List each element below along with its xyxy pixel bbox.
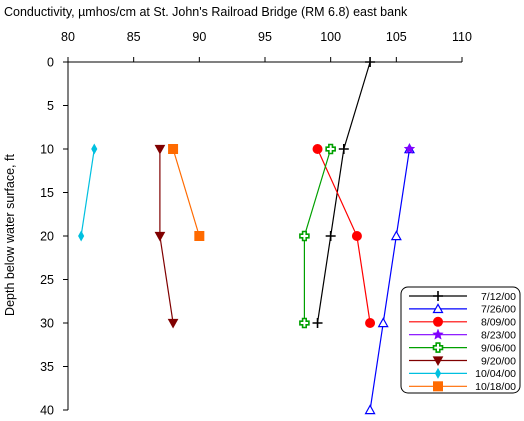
x-tick-label: 95 [258, 30, 272, 44]
x-tick-label: 80 [61, 30, 75, 44]
series-line [369, 148, 411, 411]
legend-label: 10/18/00 [475, 381, 516, 393]
data-point [154, 231, 166, 242]
y-tick-label: 25 [40, 273, 54, 287]
data-point [390, 230, 402, 241]
data-point [167, 318, 179, 329]
legend-marker [434, 367, 442, 379]
legend-item: 10/18/00 [409, 381, 516, 393]
data-point [364, 404, 376, 415]
series-line [172, 148, 200, 237]
y-tick-label: 15 [40, 186, 54, 200]
legend-label: 9/06/00 [481, 342, 516, 354]
x-tick-label: 85 [127, 30, 141, 44]
chart-legend: 7/12/007/26/008/09/008/23/009/06/009/20/… [400, 286, 521, 394]
data-point [91, 143, 98, 155]
data-point [325, 231, 336, 241]
data-point [168, 144, 179, 154]
legend-marker [432, 356, 444, 367]
y-axis-title: Depth below water surface, ft [3, 154, 17, 316]
legend-marker [433, 381, 443, 392]
y-tick-label: 10 [40, 143, 54, 157]
legend-label: 8/23/00 [481, 330, 516, 342]
legend-item: 9/06/00 [409, 342, 516, 354]
legend-label: 7/26/00 [481, 304, 516, 316]
legend-item: 9/20/00 [409, 355, 516, 367]
legend-label: 7/12/00 [481, 291, 516, 303]
x-tick-label: 110 [452, 30, 472, 44]
y-tick-label: 35 [40, 360, 54, 374]
series-8-23-00 [403, 142, 416, 154]
x-tick-label: 100 [320, 30, 341, 44]
data-point [154, 144, 166, 155]
legend-marker [432, 303, 444, 314]
x-tick-label: 105 [386, 30, 407, 44]
series-line [316, 148, 371, 324]
data-point [338, 144, 349, 154]
legend-marker [433, 316, 443, 327]
series-10-04-00 [78, 143, 98, 242]
y-tick-label: 20 [40, 230, 54, 244]
data-point [78, 230, 85, 242]
legend-item: 7/12/00 [409, 291, 516, 303]
data-point [312, 318, 323, 328]
data-point [194, 231, 205, 241]
series-8-09-00 [312, 144, 376, 328]
series-9-06-00 [299, 143, 336, 329]
data-point [299, 317, 310, 329]
data-point [403, 142, 416, 154]
data-point [299, 230, 310, 242]
series-10-18-00 [168, 144, 205, 241]
data-point [312, 144, 323, 154]
data-point [351, 231, 362, 241]
series-line [80, 148, 95, 237]
y-tick-label: 30 [40, 317, 54, 331]
data-point [365, 57, 376, 67]
series-7-12-00 [312, 57, 376, 328]
chart-title: Conductivity, µmhos/cm at St. John's Rai… [4, 5, 408, 19]
y-tick-label: 5 [47, 99, 54, 113]
legend-marker [433, 291, 443, 301]
series-9-20-00 [154, 144, 179, 329]
data-point [377, 317, 389, 328]
legend-item: 8/09/00 [409, 317, 516, 329]
legend-item: 8/23/00 [409, 328, 516, 342]
legend-box [400, 286, 521, 394]
legend-label: 9/20/00 [481, 355, 516, 367]
data-point [325, 143, 336, 155]
legend-marker [432, 342, 444, 353]
legend-item: 7/26/00 [409, 303, 516, 316]
data-point [365, 318, 376, 328]
series-line [316, 61, 371, 324]
legend-item: 10/04/00 [409, 367, 516, 380]
plot-axes: 80 85 90 95 100 105 110 0 5 10 15 20 25 30 35 40 [40, 30, 472, 418]
series-layer [78, 57, 416, 415]
legend-label: 10/04/00 [475, 368, 516, 380]
legend-marker [432, 328, 444, 340]
legend-label: 8/09/00 [481, 317, 516, 329]
x-tick-label: 90 [192, 30, 206, 44]
y-tick-label: 0 [47, 56, 54, 70]
y-tick-label: 40 [40, 404, 54, 418]
